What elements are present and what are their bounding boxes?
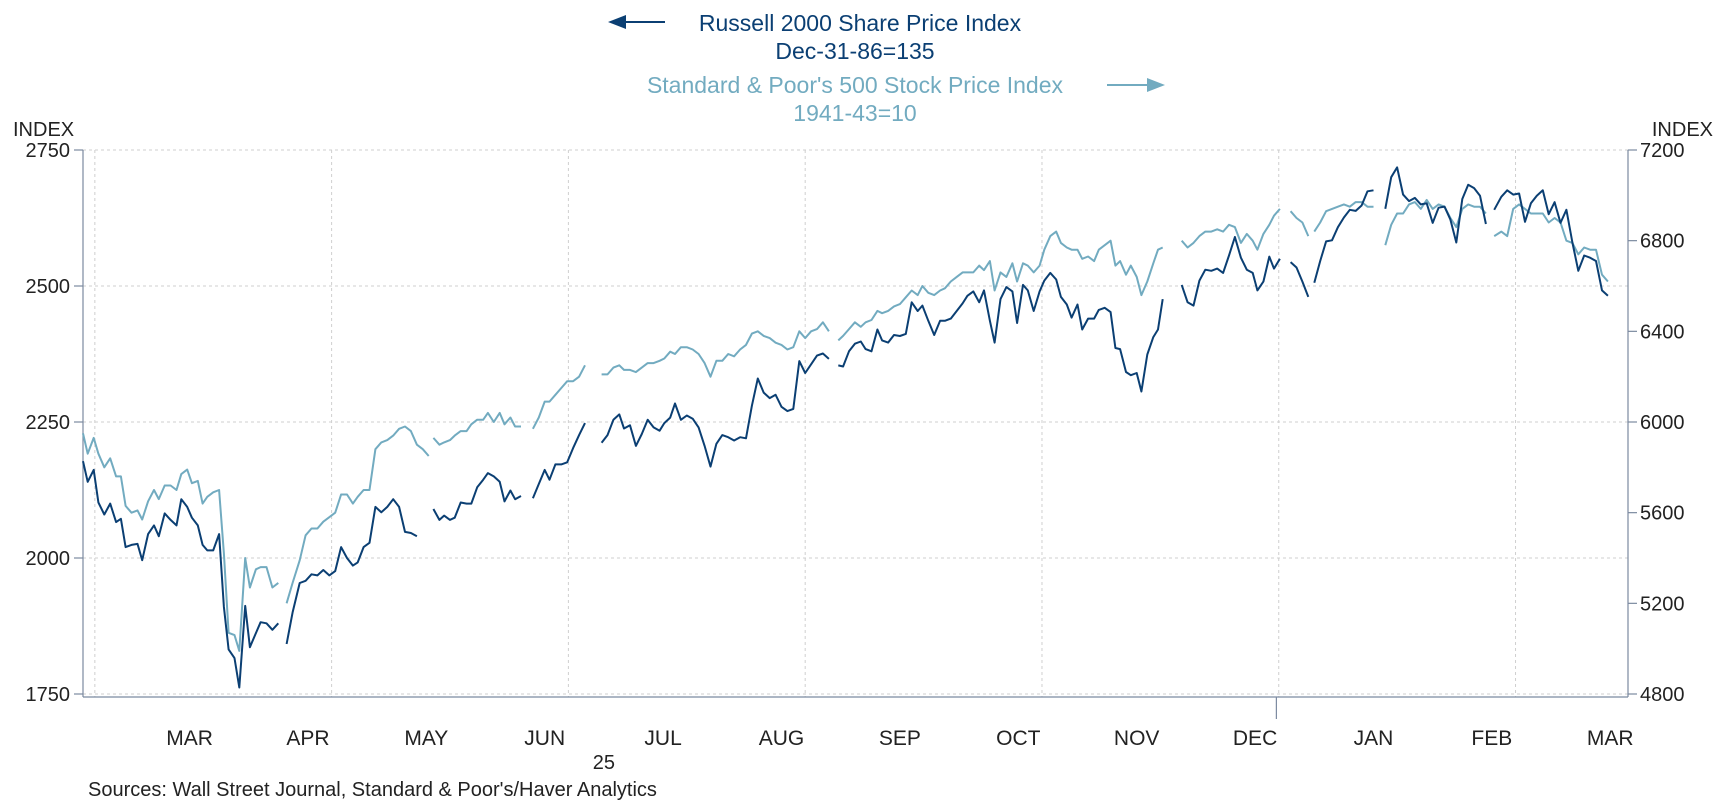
right-axis-label: INDEX bbox=[1652, 119, 1713, 141]
sp500-line bbox=[1180, 208, 1281, 251]
right-tick-label: 5200 bbox=[1640, 593, 1685, 615]
russell-2000-line bbox=[285, 498, 418, 645]
left-tick-label: 2000 bbox=[26, 548, 71, 570]
right-tick-label: 5600 bbox=[1640, 503, 1685, 525]
left-tick-label: 2750 bbox=[26, 140, 71, 162]
russell-2000-line bbox=[1289, 261, 1310, 298]
right-tick-label: 7200 bbox=[1640, 140, 1685, 162]
russell-2000-line bbox=[82, 460, 280, 689]
russell-2000-line bbox=[1313, 189, 1374, 283]
russell-2000-line bbox=[1493, 189, 1609, 297]
sp500-line bbox=[1313, 201, 1374, 233]
sp500-line bbox=[1493, 203, 1609, 283]
month-label: JAN bbox=[1354, 727, 1394, 750]
sp500-line bbox=[432, 411, 521, 446]
month-label: JUL bbox=[644, 727, 681, 750]
month-label: AUG bbox=[759, 727, 805, 750]
russell-2000-line bbox=[600, 352, 830, 468]
right-tick-label: 4800 bbox=[1640, 684, 1685, 706]
month-label: NOV bbox=[1114, 727, 1160, 750]
russell-2000-line bbox=[1384, 166, 1487, 244]
russell-2000-line bbox=[432, 472, 522, 521]
legend-russell-title: Russell 2000 Share Price Index bbox=[699, 10, 1022, 36]
source-note: Sources: Wall Street Journal, Standard &… bbox=[88, 779, 657, 801]
right-tick-label: 6000 bbox=[1640, 412, 1685, 434]
month-label: OCT bbox=[996, 727, 1041, 750]
left-tick-label: 2500 bbox=[26, 276, 71, 298]
sp500-line bbox=[532, 364, 586, 430]
series-lines bbox=[82, 166, 1609, 689]
legend-russell-arrow-icon bbox=[608, 15, 665, 29]
russell-2000-line bbox=[531, 422, 586, 499]
sp500-line bbox=[285, 425, 430, 604]
legend-sp-title: Standard & Poor's 500 Stock Price Index bbox=[647, 72, 1064, 98]
month-label: FEB bbox=[1471, 727, 1512, 750]
right-tick-label: 6400 bbox=[1640, 321, 1685, 343]
sp500-line bbox=[601, 321, 830, 378]
right-tick-label: 6800 bbox=[1640, 231, 1685, 253]
sp500-line bbox=[1289, 210, 1310, 237]
month-label: APR bbox=[286, 727, 329, 750]
month-label: MAR bbox=[1587, 727, 1634, 750]
legend-sp-arrow-icon bbox=[1107, 78, 1165, 92]
gridlines bbox=[83, 149, 1628, 697]
sp500-line bbox=[1384, 198, 1487, 246]
month-label: JUN bbox=[524, 727, 565, 750]
left-axis-label: INDEX bbox=[13, 119, 74, 141]
russell-2000-line bbox=[1180, 236, 1281, 307]
month-label: MAY bbox=[404, 727, 448, 750]
left-tick-label: 2250 bbox=[26, 412, 71, 434]
russell-2000-line bbox=[838, 271, 1164, 393]
sp500-line bbox=[837, 230, 1164, 342]
legend: Russell 2000 Share Price Index Dec-31-86… bbox=[608, 10, 1165, 126]
left-tick-label: 1750 bbox=[26, 684, 71, 706]
month-label: SEP bbox=[879, 727, 921, 750]
legend-russell-sub: Dec-31-86=135 bbox=[775, 38, 934, 64]
axes: 2750 2500 2250 2000 1750 7200 6800 6400 6000 5600… bbox=[26, 140, 1685, 774]
year-label: 25 bbox=[593, 752, 615, 774]
month-label: MAR bbox=[166, 727, 213, 750]
sp500-line bbox=[82, 433, 279, 652]
month-label: DEC bbox=[1233, 727, 1277, 750]
legend-sp-sub: 1941-43=10 bbox=[793, 100, 916, 126]
